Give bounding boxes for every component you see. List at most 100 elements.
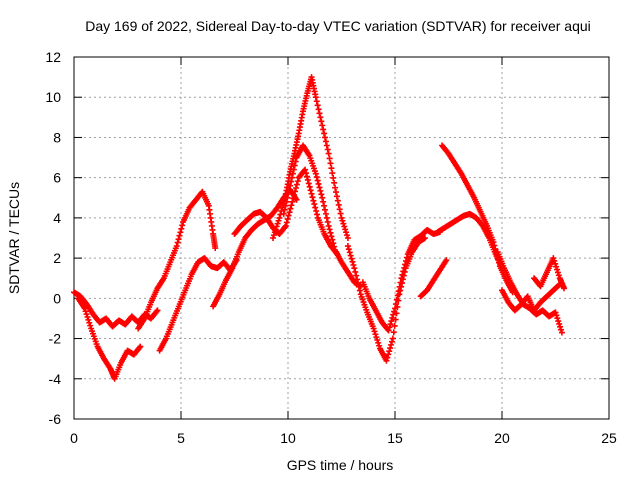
data-point [383, 357, 390, 364]
data-point [443, 257, 450, 264]
data-point-trail [355, 280, 362, 287]
plot-border [73, 56, 610, 420]
data-point-trail [390, 329, 397, 336]
data-point-trail [401, 264, 408, 271]
data-point-trail [327, 160, 334, 167]
data-point-trail [82, 308, 89, 315]
data-point-trail [309, 194, 316, 201]
series-track-11 [417, 257, 450, 300]
y-tick-label: 8 [53, 129, 61, 145]
data-point [276, 214, 283, 221]
data-point-trail [323, 214, 330, 221]
data-point-trail [289, 170, 296, 177]
data-point-trail [283, 219, 290, 226]
data-point-trail [294, 178, 301, 185]
data-point-trail [322, 210, 329, 217]
data-point-trail [322, 138, 329, 145]
data-point-trail [286, 209, 293, 216]
data-point-trail [270, 232, 277, 239]
data-point-trail [492, 245, 499, 252]
data-point-trail [315, 180, 322, 187]
series-track-8 [280, 142, 364, 290]
data-point-trail [306, 183, 313, 190]
data-point [312, 94, 319, 101]
chart-title: Day 169 of 2022, Sidereal Day-to-day VTE… [85, 18, 591, 34]
data-point-trail [390, 311, 397, 318]
data-point-trail [391, 308, 398, 315]
x-tick-label: 25 [601, 430, 617, 446]
data-point-trail [292, 185, 299, 192]
data-point [552, 309, 559, 316]
data-point-trail [342, 226, 349, 233]
data-point [270, 235, 277, 241]
data-point-trail [396, 283, 403, 290]
data-point-trail [284, 194, 291, 201]
data-point-trail [554, 266, 561, 273]
data-point-trail [352, 268, 359, 275]
data-points [71, 74, 568, 382]
data-point [212, 245, 219, 252]
data-point-trail [400, 268, 407, 275]
data-point-trail [315, 106, 322, 113]
data-point-trail [320, 198, 327, 205]
data-point-trail [553, 263, 560, 270]
data-point-trail [313, 174, 320, 181]
data-point [302, 166, 309, 173]
data-point-trail [314, 102, 321, 109]
data-point-trail [305, 180, 312, 187]
data-point-trail [316, 110, 323, 117]
data-point-trail [282, 202, 289, 209]
data-point-trail [326, 155, 333, 162]
data-point-trail [556, 320, 563, 327]
data-point-trail [393, 296, 400, 303]
data-point-trail [321, 206, 328, 213]
data-point-trail [491, 242, 498, 249]
data-point-trail [330, 240, 337, 247]
y-tick-label: -2 [49, 331, 62, 347]
data-point-trail [389, 314, 396, 321]
data-point-trail [555, 272, 562, 279]
data-point-trail [337, 210, 344, 217]
data-point-trail [285, 212, 292, 219]
data-point [280, 210, 287, 217]
data-point [370, 325, 377, 332]
data-point-trail [554, 269, 561, 276]
data-point-trail [288, 174, 295, 181]
y-tick-labels: -6 -4 -2 0 2 4 6 8 10 12 [45, 49, 61, 427]
data-point-trail [372, 331, 379, 338]
data-point-trail [178, 225, 185, 232]
data-point-trail [293, 181, 300, 188]
data-point [325, 222, 332, 229]
data-point-trail [274, 220, 281, 227]
data-point-trail [349, 258, 356, 265]
data-point-trail [153, 308, 160, 315]
data-point-trail [177, 229, 184, 236]
data-point-trail [371, 328, 378, 335]
data-point-trail [558, 326, 565, 333]
data-point-trail [354, 276, 361, 283]
data-point [421, 235, 428, 241]
axis-ticks [73, 56, 610, 420]
data-point [344, 243, 351, 250]
data-point-trail [356, 287, 363, 294]
data-point-trail [283, 198, 290, 205]
data-point [338, 214, 345, 221]
data-point-trail [388, 341, 395, 348]
data-point-trail [557, 323, 564, 330]
data-point-trail [321, 202, 328, 209]
data-point-trail [310, 197, 317, 204]
data-point [385, 327, 392, 334]
data-point [550, 255, 557, 262]
data-point-trail [136, 344, 143, 351]
data-point-trail [329, 170, 336, 177]
y-axis-title: SDTVAR / TECUs [6, 182, 22, 294]
series-track-9 [344, 235, 428, 364]
data-point-trail [386, 348, 393, 355]
data-point-trail [333, 193, 340, 200]
y-tick-label: 4 [53, 210, 61, 226]
data-point [137, 343, 144, 350]
data-point-trail [286, 186, 293, 193]
data-point-trail [174, 239, 181, 246]
data-point-trail [273, 223, 280, 230]
